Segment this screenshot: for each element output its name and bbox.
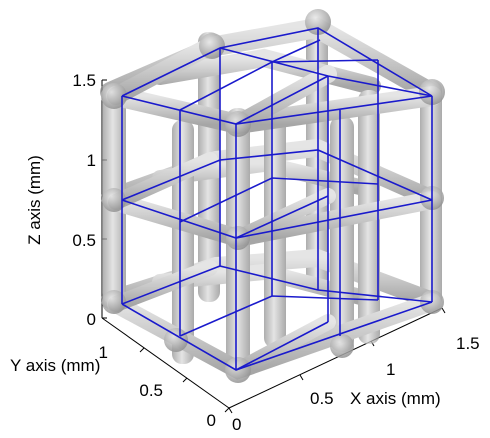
x-axis-title: X axis (mm) xyxy=(350,389,441,408)
x-tick-label: 0 xyxy=(232,415,241,434)
z-tick-label: 0.5 xyxy=(72,231,96,250)
x-axis-tick-labels: 0 0.5 1 1.5 xyxy=(232,334,480,434)
lattice-nodes xyxy=(101,9,445,383)
y-tick-label: 0 xyxy=(207,411,216,430)
z-axis-tick-labels: 0 0.5 1 1.5 xyxy=(72,71,96,329)
y-axis-line xyxy=(101,317,230,409)
y-axis-tick-labels: 0 0.5 1 xyxy=(99,343,216,430)
y-tick-label: 0.5 xyxy=(139,381,163,400)
x-axis-line xyxy=(228,307,443,409)
z-axis-title: Z axis (mm) xyxy=(25,155,44,245)
z-tick-label: 1 xyxy=(87,151,96,170)
x-tick-label: 1.5 xyxy=(456,334,480,353)
y-axis-title: Y axis (mm) xyxy=(10,356,100,375)
wireframe xyxy=(121,27,433,371)
y-tick-label: 1 xyxy=(99,343,108,362)
x-tick-label: 0.5 xyxy=(310,389,334,408)
y-axis-ticks xyxy=(139,347,230,413)
z-tick-label: 1.5 xyxy=(72,71,96,90)
x-tick-label: 1 xyxy=(386,360,395,379)
z-tick-label: 0 xyxy=(87,310,96,329)
